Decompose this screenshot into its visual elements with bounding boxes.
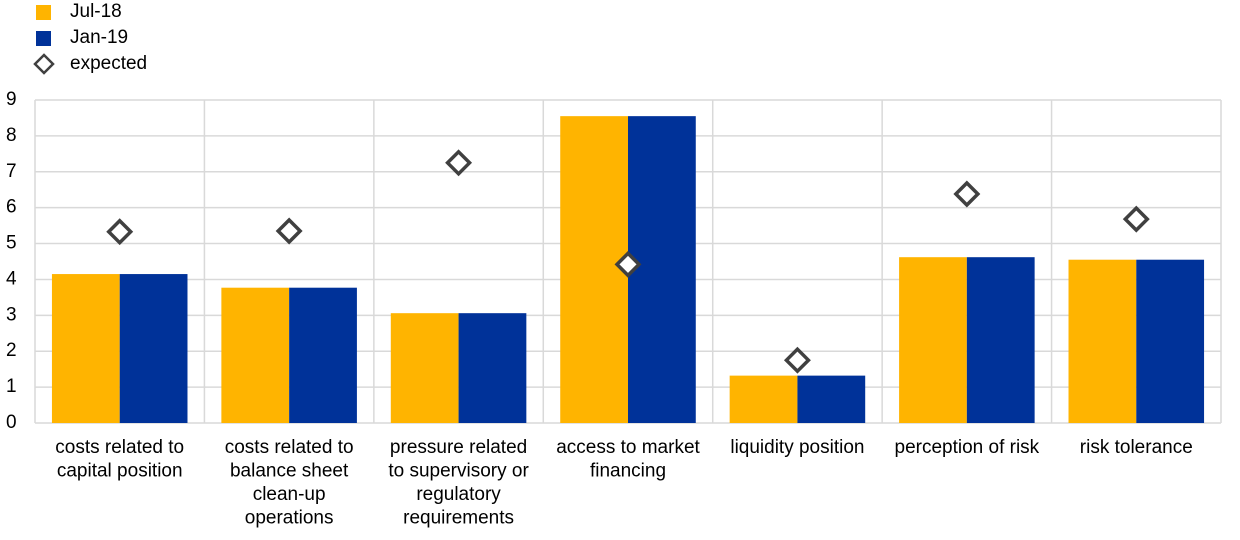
bar [289, 287, 357, 423]
y-tick-label: 7 [6, 161, 17, 182]
x-tick-label: liquidity position [730, 437, 864, 458]
x-tick-label: perception of risk [895, 437, 1040, 458]
bar [1068, 259, 1137, 423]
legend-label: Jul-18 [70, 1, 122, 22]
bar [119, 274, 188, 423]
bar [458, 313, 527, 423]
x-tick-label: risk tolerance [1080, 437, 1193, 458]
expected-marker [445, 149, 473, 177]
legend-swatch [36, 31, 51, 46]
expected-marker [275, 217, 303, 245]
x-tick-label: access to market financing [556, 437, 700, 482]
y-tick-label: 2 [6, 340, 17, 361]
y-tick-label: 3 [6, 304, 17, 325]
y-tick-label: 1 [6, 376, 17, 397]
expected-marker [106, 218, 134, 246]
y-tick-label: 6 [6, 197, 17, 218]
y-tick-label: 0 [6, 412, 17, 433]
y-tick-label: 5 [6, 233, 17, 254]
x-tick-label: costs related to capital position [55, 437, 184, 482]
expected-marker [1122, 205, 1150, 233]
legend-label: expected [70, 53, 147, 74]
y-tick-label: 4 [6, 268, 17, 289]
legend-label: Jan-19 [70, 27, 128, 48]
expected-marker [614, 250, 642, 278]
bar [729, 375, 798, 423]
bar [1136, 259, 1205, 423]
bar [221, 287, 290, 423]
bar [899, 257, 967, 423]
bar [51, 274, 120, 423]
x-tick-label: pressure related to supervisory or regulat… [388, 437, 529, 529]
bar [390, 313, 459, 423]
y-tick-label: 9 [6, 89, 17, 110]
legend-swatch [36, 5, 51, 20]
legend-marker [33, 53, 55, 75]
bar [966, 257, 1035, 423]
x-tick-label: costs related to balance sheet clean-up ope… [225, 437, 354, 529]
bar [628, 116, 696, 424]
bar [797, 375, 866, 423]
expected-marker [953, 180, 981, 208]
expected-marker [783, 346, 811, 374]
y-tick-label: 8 [6, 125, 17, 146]
bar [560, 116, 628, 424]
